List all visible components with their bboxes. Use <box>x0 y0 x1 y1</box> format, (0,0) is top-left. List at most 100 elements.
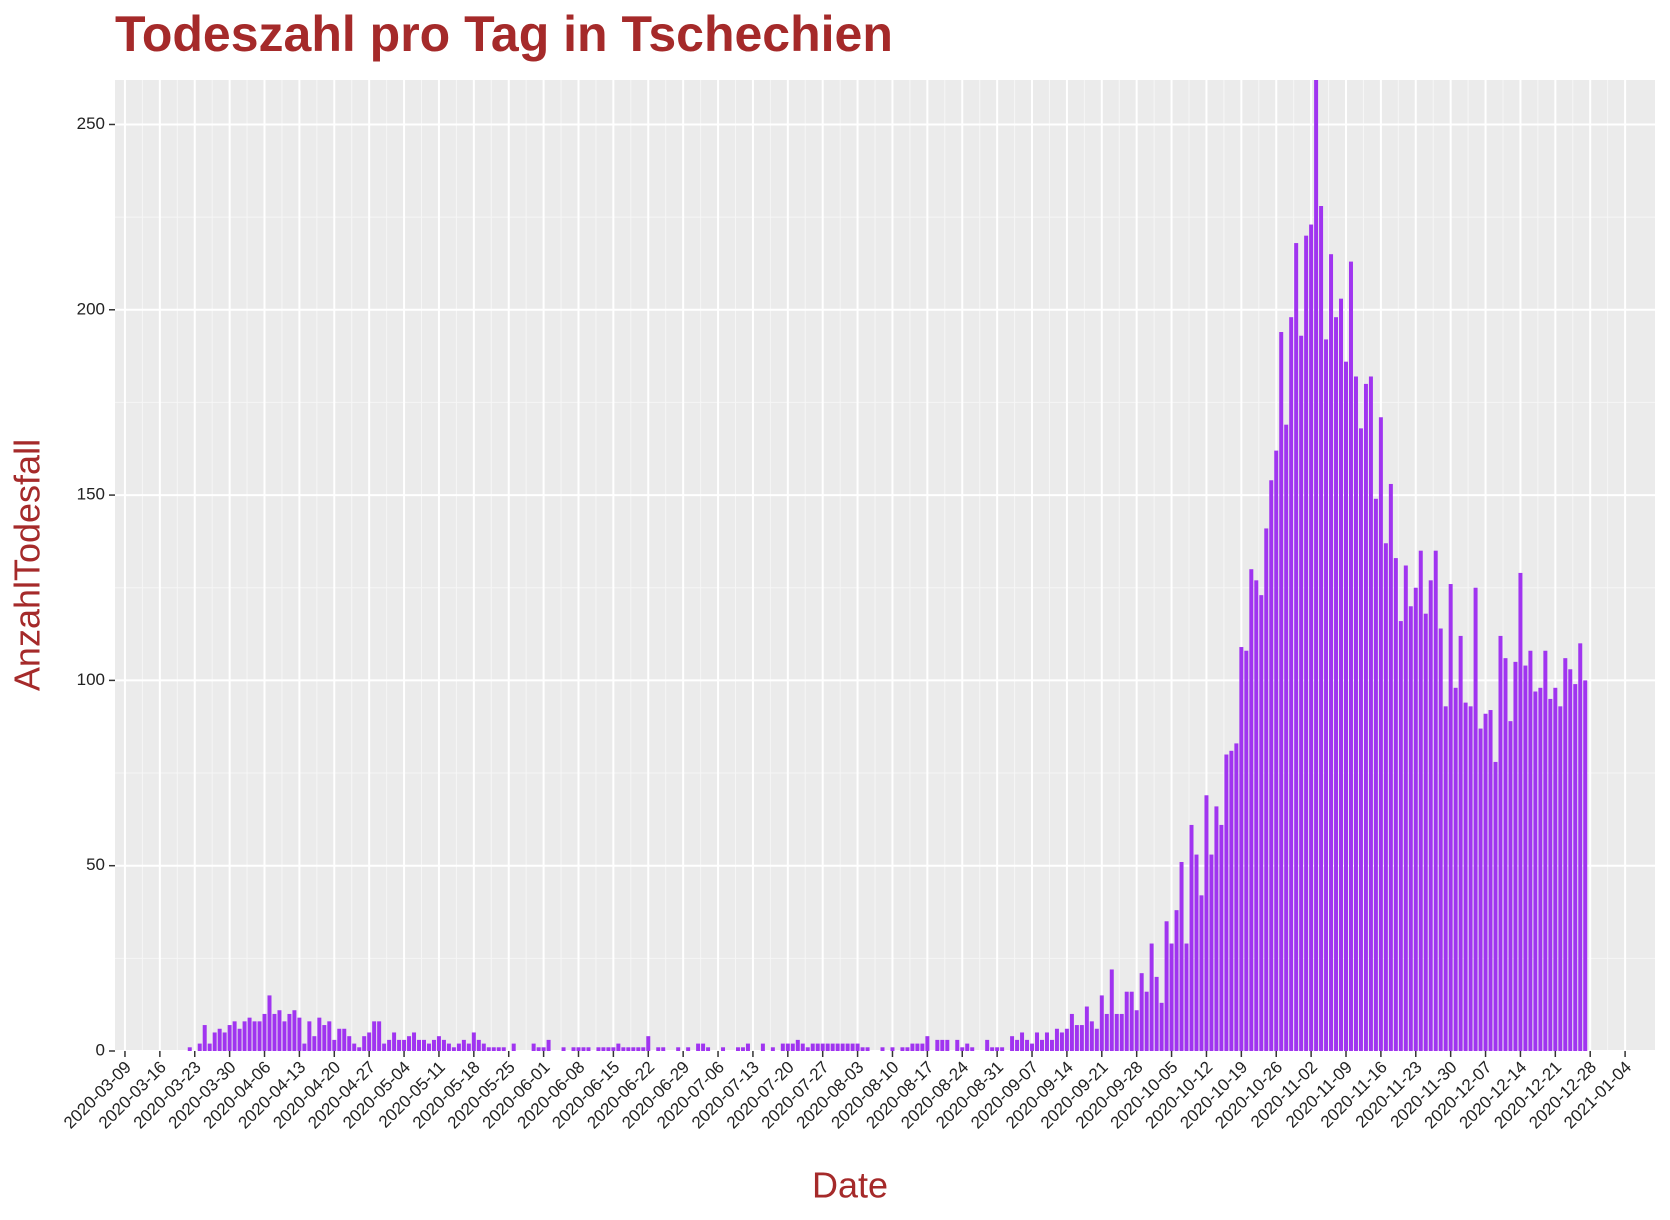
x-axis-title: Date <box>812 1165 888 1206</box>
bar <box>1219 824 1224 1051</box>
bar <box>1244 650 1249 1051</box>
bar <box>1334 317 1339 1052</box>
bar <box>745 1043 750 1051</box>
bar <box>970 1047 975 1051</box>
bar <box>1174 910 1179 1051</box>
bar <box>222 1032 227 1051</box>
bar <box>426 1043 431 1051</box>
bar <box>790 1043 795 1051</box>
bar <box>187 1047 192 1051</box>
bar <box>501 1047 506 1051</box>
bar <box>402 1039 407 1051</box>
bar <box>696 1043 701 1051</box>
bar <box>441 1039 446 1051</box>
bar <box>332 1039 337 1051</box>
bar <box>451 1047 456 1051</box>
chart-title: Todeszahl pro Tag in Tschechien <box>115 6 893 62</box>
bar <box>1538 687 1543 1051</box>
bar <box>347 1036 352 1051</box>
bar <box>1498 635 1503 1051</box>
bar <box>1383 543 1388 1051</box>
bar <box>1299 335 1304 1051</box>
bar <box>905 1047 910 1051</box>
bar <box>387 1039 392 1051</box>
bar <box>1408 606 1413 1051</box>
bar <box>656 1047 661 1051</box>
bar <box>1149 943 1154 1051</box>
bar <box>920 1043 925 1051</box>
bar <box>1114 1013 1119 1051</box>
bar <box>740 1047 745 1051</box>
bar <box>621 1047 626 1051</box>
bar <box>865 1047 870 1051</box>
bar <box>965 1043 970 1051</box>
bar <box>1378 417 1383 1051</box>
bar <box>496 1047 501 1051</box>
bar <box>1443 706 1448 1051</box>
bar <box>486 1047 491 1051</box>
bar <box>1543 650 1548 1051</box>
bar <box>955 1039 960 1051</box>
bar <box>900 1047 905 1051</box>
y-tick-label: 0 <box>96 1040 105 1059</box>
bar <box>1329 254 1334 1052</box>
bar <box>910 1043 915 1051</box>
bar <box>1184 943 1189 1051</box>
bar <box>1553 687 1558 1051</box>
bar <box>511 1043 516 1051</box>
bar <box>676 1047 681 1051</box>
bar <box>1119 1013 1124 1051</box>
bar <box>1169 943 1174 1051</box>
bar <box>860 1047 865 1051</box>
bar <box>576 1047 581 1051</box>
bar <box>800 1043 805 1051</box>
bar <box>1259 595 1264 1051</box>
bar <box>586 1047 591 1051</box>
bar <box>1039 1039 1044 1051</box>
bar <box>367 1032 372 1051</box>
bar <box>382 1043 387 1051</box>
bar <box>1069 1013 1074 1051</box>
bar <box>1254 580 1259 1051</box>
bar <box>1134 1010 1139 1051</box>
bar <box>282 1021 287 1051</box>
bar <box>1294 243 1299 1051</box>
bar <box>466 1043 471 1051</box>
bar <box>1209 854 1214 1051</box>
bar <box>1518 572 1523 1051</box>
bar <box>242 1021 247 1051</box>
bar <box>1239 647 1244 1051</box>
bar <box>1413 587 1418 1051</box>
bar <box>1503 658 1508 1051</box>
bar <box>1339 298 1344 1052</box>
bar <box>1089 1021 1094 1051</box>
bar <box>1249 569 1254 1051</box>
bar <box>327 1021 332 1051</box>
bar <box>217 1028 222 1051</box>
bar <box>541 1047 546 1051</box>
bar <box>397 1039 402 1051</box>
bar <box>372 1021 377 1051</box>
bar <box>1418 550 1423 1051</box>
bar <box>1099 995 1104 1051</box>
bar <box>830 1043 835 1051</box>
bar <box>810 1043 815 1051</box>
bar <box>636 1047 641 1051</box>
bar <box>292 1010 297 1051</box>
bar <box>1473 587 1478 1051</box>
y-tick-label: 200 <box>77 299 105 318</box>
bar <box>461 1039 466 1051</box>
bar <box>706 1047 711 1051</box>
bar <box>312 1036 317 1051</box>
bar <box>352 1043 357 1051</box>
bar <box>1458 635 1463 1051</box>
bar <box>531 1043 536 1051</box>
bar <box>1483 713 1488 1051</box>
bar <box>880 1047 885 1051</box>
bar <box>407 1036 412 1051</box>
bar <box>202 1025 207 1051</box>
bar <box>1314 80 1319 1051</box>
bar <box>362 1036 367 1051</box>
bar <box>197 1043 202 1051</box>
